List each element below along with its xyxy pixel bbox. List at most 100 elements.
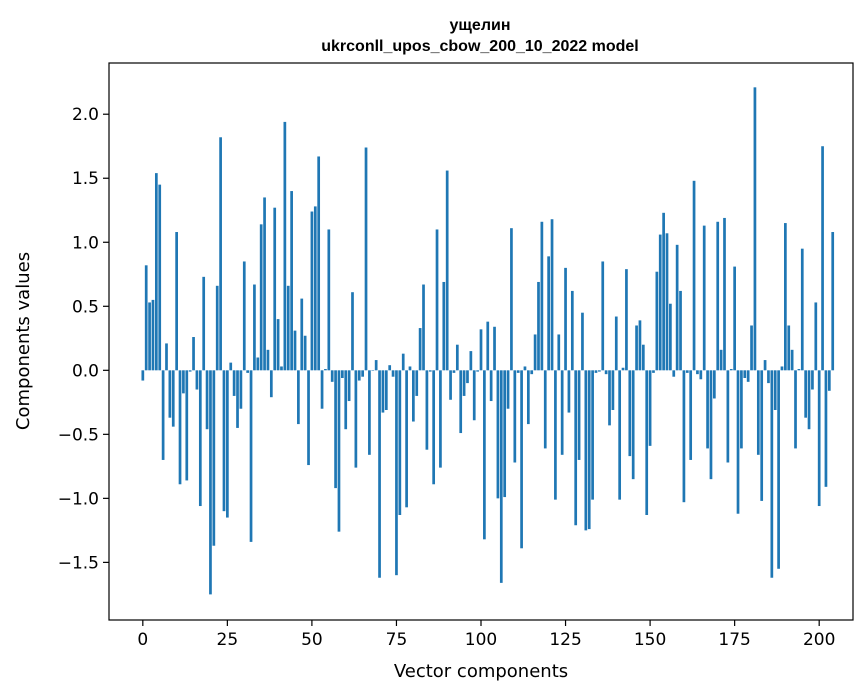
bar xyxy=(222,370,226,512)
bar xyxy=(340,370,344,378)
bar xyxy=(800,248,804,371)
bar xyxy=(554,370,557,500)
bar xyxy=(716,221,720,371)
bar xyxy=(442,281,446,371)
bar xyxy=(256,357,260,371)
bar xyxy=(729,369,733,371)
bar xyxy=(320,370,324,409)
bar xyxy=(286,285,290,371)
y-tick-label: −1.5 xyxy=(58,553,99,573)
bar xyxy=(648,370,652,446)
bar xyxy=(263,197,266,371)
bar xyxy=(574,370,578,526)
bar xyxy=(215,285,219,371)
bar xyxy=(685,370,689,373)
x-axis-ticks: 0 25 50 75 100 125 150 175 200 xyxy=(137,620,835,650)
bar xyxy=(276,319,280,371)
bar xyxy=(212,370,216,546)
bar xyxy=(510,228,513,371)
bar xyxy=(307,370,310,466)
bar xyxy=(310,211,314,371)
bar xyxy=(611,370,615,410)
bar xyxy=(175,232,178,371)
bar xyxy=(760,370,764,501)
bar xyxy=(357,370,361,381)
bar xyxy=(702,225,706,371)
bar xyxy=(337,370,341,532)
bar xyxy=(608,370,611,426)
bar xyxy=(374,360,378,371)
bar xyxy=(219,137,222,371)
bar xyxy=(750,325,753,371)
bar xyxy=(631,370,635,480)
bar xyxy=(303,335,307,371)
bar xyxy=(780,366,784,371)
bar xyxy=(439,370,442,468)
bar xyxy=(381,370,385,413)
bar xyxy=(401,353,405,371)
bar xyxy=(368,370,371,455)
bar xyxy=(709,370,713,480)
bar xyxy=(550,219,554,371)
bar xyxy=(645,370,649,515)
bar xyxy=(253,284,256,371)
bar xyxy=(506,370,510,409)
bar xyxy=(361,370,364,377)
bar xyxy=(236,370,239,428)
chart-title-line1: ущелин xyxy=(450,17,511,34)
bar xyxy=(466,370,469,384)
bar xyxy=(675,244,679,371)
bar xyxy=(696,370,699,375)
bar xyxy=(570,290,574,371)
bar xyxy=(371,370,375,371)
bar xyxy=(753,87,757,371)
bar xyxy=(784,223,787,371)
bar xyxy=(706,370,709,449)
bar xyxy=(425,370,429,450)
bar xyxy=(273,207,277,371)
bar xyxy=(327,229,331,371)
bar xyxy=(655,271,659,371)
bar xyxy=(445,170,449,371)
bar xyxy=(699,370,703,380)
bar xyxy=(290,191,293,371)
bar xyxy=(543,370,547,449)
bar xyxy=(246,370,250,373)
bar xyxy=(472,370,476,421)
bar xyxy=(594,370,598,373)
x-tick-label: 75 xyxy=(386,630,408,650)
bar xyxy=(658,234,662,371)
bar xyxy=(499,370,503,583)
bar xyxy=(344,370,348,430)
x-tick-label: 200 xyxy=(803,630,835,650)
bar xyxy=(493,326,496,371)
bar xyxy=(486,321,490,371)
x-tick-label: 100 xyxy=(465,630,497,650)
bar xyxy=(777,370,780,569)
bar xyxy=(726,370,730,463)
bar xyxy=(415,370,419,396)
bars-group xyxy=(141,87,835,595)
bar xyxy=(334,370,337,489)
bar xyxy=(567,370,571,413)
bar xyxy=(259,224,263,371)
bar xyxy=(821,146,824,371)
bar xyxy=(618,370,622,500)
bar xyxy=(533,334,537,371)
y-tick-label: 1.5 xyxy=(72,169,99,189)
bar xyxy=(249,370,253,542)
bar xyxy=(679,290,682,371)
bar xyxy=(242,261,246,371)
bar xyxy=(577,370,581,460)
bar xyxy=(324,369,327,371)
bar xyxy=(807,370,811,430)
bar xyxy=(269,370,273,398)
bar xyxy=(144,265,148,371)
bar xyxy=(797,369,801,371)
bar xyxy=(354,370,358,468)
bar xyxy=(665,233,669,371)
y-tick-label: −0.5 xyxy=(58,425,99,445)
bar xyxy=(520,370,523,549)
x-tick-label: 150 xyxy=(634,630,666,650)
bar xyxy=(787,325,791,371)
